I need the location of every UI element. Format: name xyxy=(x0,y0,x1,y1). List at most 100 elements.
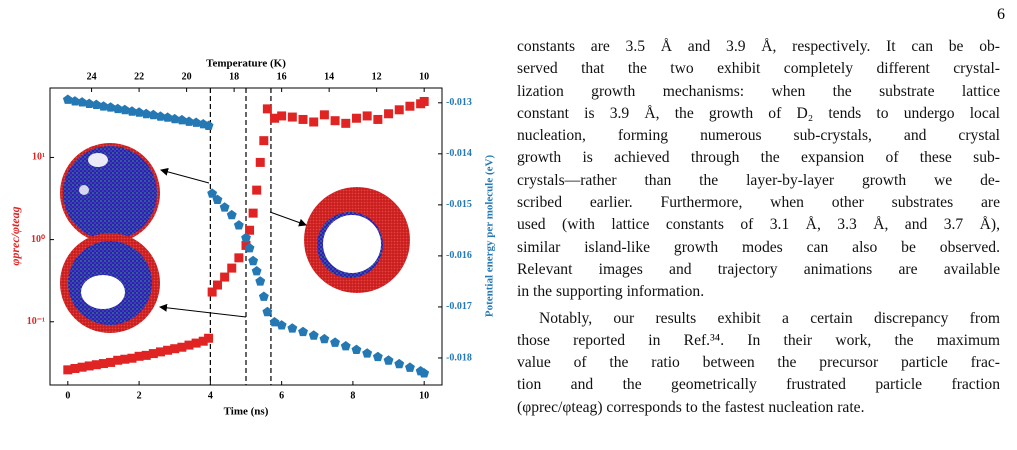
data-point xyxy=(212,194,223,204)
data-point xyxy=(298,114,308,124)
data-point xyxy=(251,266,262,276)
inset-void xyxy=(81,275,125,309)
text-line: crystals—rather than the layer-by-layer … xyxy=(517,171,1000,189)
data-point xyxy=(259,136,269,146)
data-point xyxy=(419,96,429,106)
y-axis-label: φprec/φteag xyxy=(8,206,22,265)
data-point xyxy=(98,359,108,369)
page-number: 6 xyxy=(997,6,1005,23)
arrow xyxy=(159,303,247,318)
data-point xyxy=(227,263,237,273)
data-point xyxy=(176,114,187,125)
data-point xyxy=(62,94,73,104)
x2-tick-label: 24 xyxy=(87,71,97,82)
y2-tick-label: -0.014 xyxy=(446,148,472,159)
x2-tick-label: 12 xyxy=(372,71,382,82)
figure: Time (ns) Temperature (K) φprec/φteag Po… xyxy=(8,58,496,418)
data-point xyxy=(287,112,297,122)
data-point xyxy=(287,323,298,333)
data-point xyxy=(70,96,80,106)
text-column: constants are 3.5 Å and 3.9 Å, respectiv… xyxy=(517,36,1000,419)
data-point xyxy=(63,365,73,375)
data-point xyxy=(207,287,217,297)
data-point xyxy=(309,117,319,127)
x-tick-label: 8 xyxy=(350,390,355,401)
data-point xyxy=(262,306,273,317)
x2-axis-label: Temperature (K) xyxy=(206,58,286,70)
text-line: constant is 3.9 Å, the growth of D₂ tend… xyxy=(517,104,1000,122)
x-tick-label: 2 xyxy=(137,390,142,401)
data-point xyxy=(170,344,180,354)
y-tick-label: 10¹ xyxy=(32,152,45,163)
inset-snapshot xyxy=(63,146,157,240)
data-point xyxy=(405,362,415,372)
data-point xyxy=(127,353,137,363)
data-point xyxy=(177,342,187,352)
data-point xyxy=(219,202,230,212)
data-point xyxy=(362,111,372,121)
data-point xyxy=(351,113,361,123)
data-point xyxy=(319,333,330,344)
data-point xyxy=(162,112,173,122)
data-point xyxy=(383,355,394,365)
data-point xyxy=(277,111,287,121)
y-tick-label: 10⁰ xyxy=(31,234,45,245)
data-point xyxy=(91,99,102,109)
text-line: growth is achieved through the expansion… xyxy=(517,149,1000,167)
inset-void xyxy=(323,215,381,273)
data-point xyxy=(276,320,287,330)
data-point xyxy=(184,116,194,126)
text-line: (φprec/φteag) corresponds to the fastest… xyxy=(517,398,865,416)
text-line: tion and the geometrically frustrated pa… xyxy=(517,376,1000,394)
text-line: served that the two exhibit completely d… xyxy=(517,60,1000,78)
data-point xyxy=(134,107,144,117)
data-point xyxy=(106,357,116,367)
data-point xyxy=(340,341,351,351)
text-line: similar island-like growth modes can als… xyxy=(517,238,1000,256)
arrow xyxy=(160,167,210,184)
data-point xyxy=(119,104,130,115)
data-point xyxy=(330,116,340,126)
data-point xyxy=(155,111,166,121)
data-point xyxy=(244,243,255,253)
text-line: Relevant images and trajectory animation… xyxy=(517,260,1000,278)
data-point xyxy=(120,354,130,364)
data-point xyxy=(98,101,109,111)
data-point xyxy=(105,102,116,112)
data-point xyxy=(330,337,340,347)
text-line: value of the ratio between the precursor… xyxy=(517,354,1000,372)
inset-void xyxy=(88,153,108,167)
x-tick-label: 0 xyxy=(65,390,70,401)
data-point xyxy=(419,368,430,378)
x2-tick-label: 20 xyxy=(182,71,192,82)
data-point xyxy=(245,225,255,235)
y2-axis-label: Potential energy per molecule (eV) xyxy=(484,155,496,318)
data-point xyxy=(241,232,251,243)
data-point xyxy=(341,118,351,128)
data-point xyxy=(198,336,208,346)
data-point xyxy=(77,97,87,107)
data-point xyxy=(163,345,173,355)
data-point xyxy=(308,330,319,340)
x2-tick-label: 22 xyxy=(134,71,144,82)
y2-tick-label: -0.015 xyxy=(446,199,472,210)
text-line: those reported in Ref.³⁴. In their work,… xyxy=(517,331,1000,349)
text-line: used (with lattice constants of 3.1 Å, 3… xyxy=(517,216,1000,234)
data-point xyxy=(134,351,144,361)
arrow xyxy=(269,211,307,227)
data-point xyxy=(70,363,80,373)
inset-void xyxy=(79,185,89,195)
data-point xyxy=(204,333,214,343)
data-point xyxy=(373,114,383,124)
text-line: scribed earlier. Furthermore, when other… xyxy=(517,194,1000,212)
x-axis-label: Time (ns) xyxy=(224,406,269,418)
data-point xyxy=(113,355,123,365)
y2-tick-label: -0.016 xyxy=(446,250,472,261)
y2-tick-label: -0.017 xyxy=(446,301,472,312)
data-point xyxy=(372,351,383,362)
data-point xyxy=(155,347,165,357)
data-point xyxy=(262,104,272,114)
y2-tick-label: -0.013 xyxy=(446,97,472,108)
data-point xyxy=(394,105,404,115)
